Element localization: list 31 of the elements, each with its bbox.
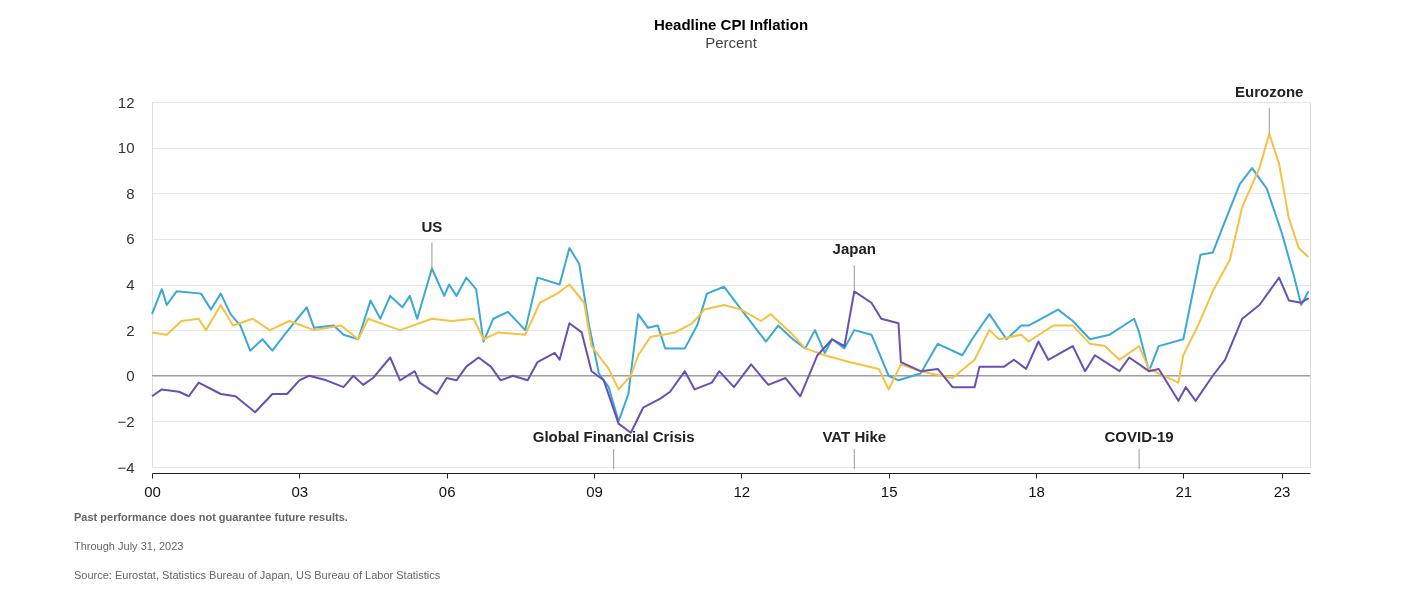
- y-tick-label: 12: [117, 93, 135, 111]
- text: Past performance does not guarantee future results.: [74, 511, 348, 523]
- x-tick-label: 03: [291, 482, 309, 500]
- x-tick-label: 23: [1273, 482, 1291, 500]
- y-tick-label: 4: [126, 276, 135, 293]
- line-series: [151, 167, 1310, 423]
- ref-line-label: Global Financial Crisis: [532, 428, 695, 445]
- y-tick-label: 2: [126, 321, 135, 339]
- y-tick-label: −4: [117, 458, 135, 476]
- line-series: [151, 132, 1310, 391]
- y-tick-label: 6: [126, 230, 135, 248]
- text: Through July 31, 2023: [74, 540, 184, 552]
- ref-line-label: COVID-19: [1104, 428, 1174, 445]
- x-tick-label: 18: [1028, 482, 1045, 500]
- x-tick-label: 09: [586, 482, 603, 500]
- x-tick-label: 21: [1175, 482, 1193, 500]
- x-tick-label: 00: [144, 482, 161, 500]
- y-tick-label: 10: [117, 139, 135, 157]
- y-tick-label: −2: [117, 412, 135, 430]
- x-tick-label: 15: [880, 482, 898, 500]
- source-note: Source: Eurostat, Statistics Bureau of Japan, US Bureau of Labor Statistics: [74, 569, 441, 581]
- chart-subtitle: Percent: [705, 33, 758, 51]
- text: Eurozone: [1235, 82, 1304, 100]
- text: Japan: [832, 240, 876, 258]
- ref-line-label: VAT Hike: [822, 428, 887, 445]
- x-tick-label: 06: [438, 482, 456, 500]
- y-tick-label: 8: [126, 184, 135, 202]
- text: US: [421, 217, 443, 235]
- x-tick-label: 12: [733, 482, 751, 500]
- y-tick-label: 0: [126, 367, 135, 385]
- chart-title: Headline CPI Inflation: [653, 15, 809, 33]
